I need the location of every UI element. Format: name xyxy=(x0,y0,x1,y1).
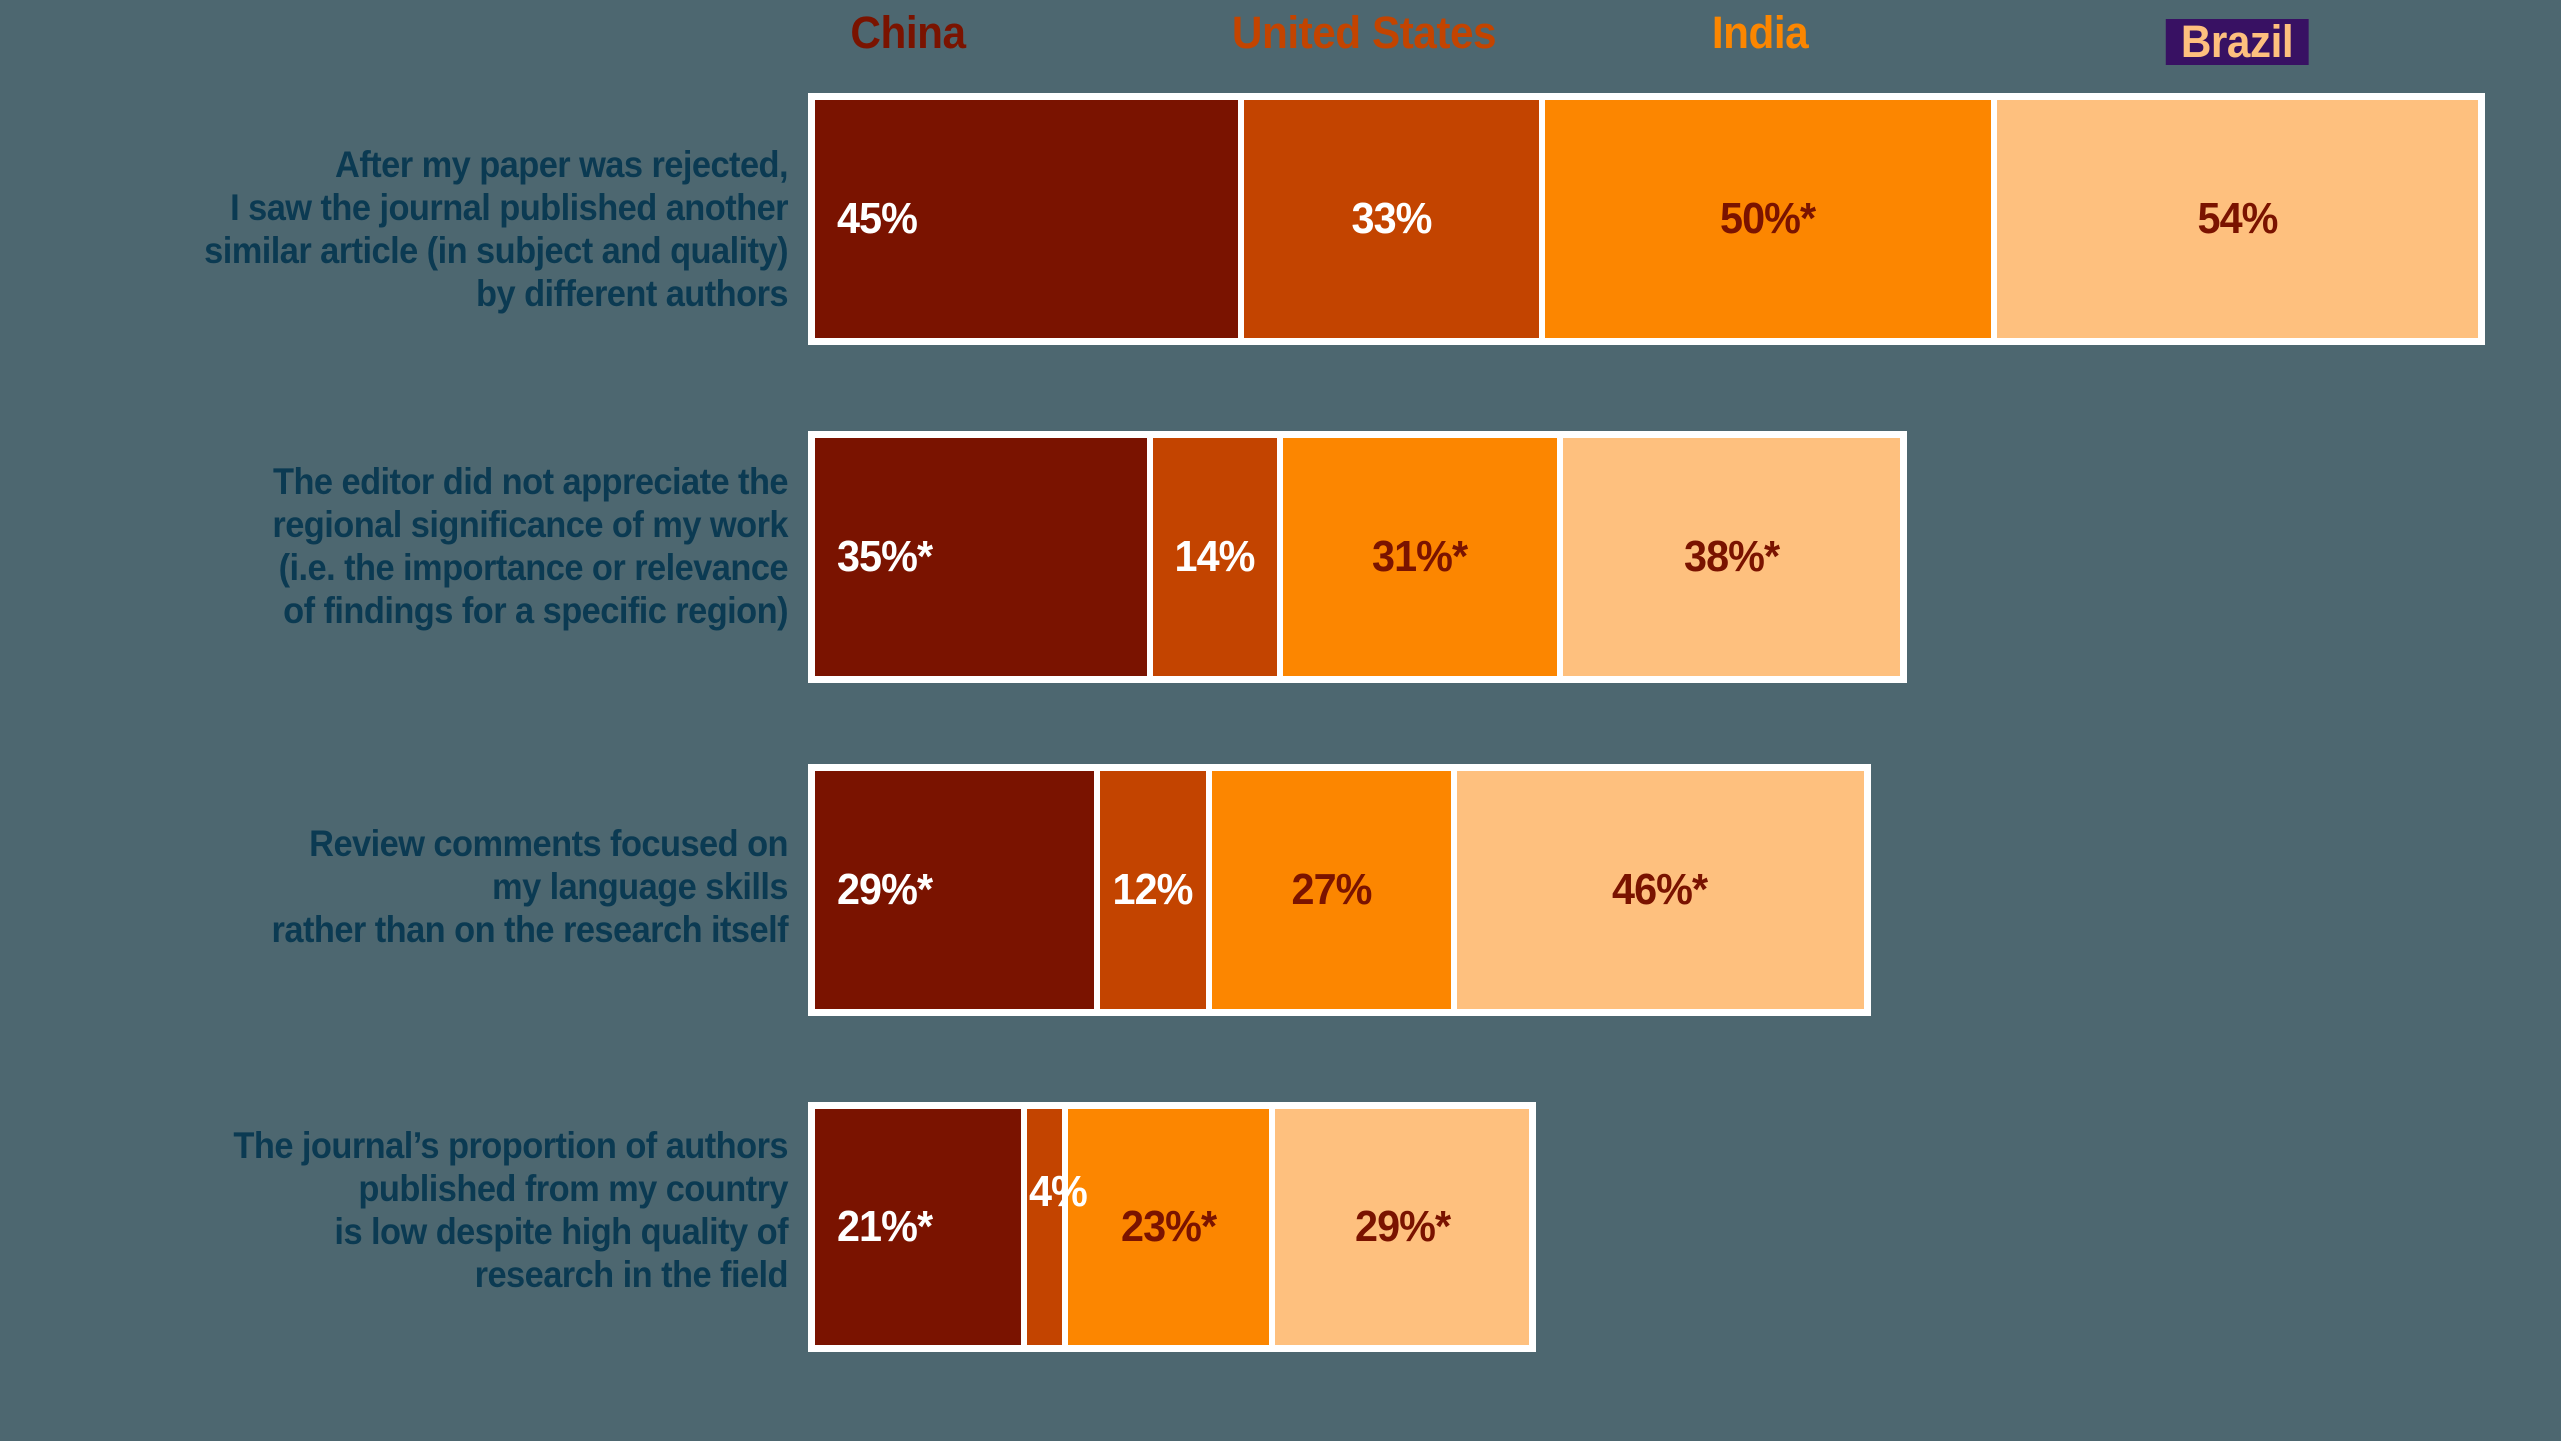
bar-segment-brazil: 46%* xyxy=(1456,771,1864,1009)
bar-segment-united-states: 12% xyxy=(1099,771,1206,1009)
question-line: After my paper was rejected, xyxy=(335,144,788,185)
value-label: 4% xyxy=(1028,1167,1088,1216)
value-label: 21%* xyxy=(837,1202,933,1251)
legend-item-china: China xyxy=(850,7,966,58)
question-line: (i.e. the importance or relevance xyxy=(278,547,789,588)
value-label: 27% xyxy=(1291,865,1372,914)
question-line: I saw the journal published another xyxy=(230,187,789,228)
value-label: 35%* xyxy=(837,532,933,581)
question-label-3: Review comments focused on my language s… xyxy=(55,822,789,951)
question-line: The journal’s proportion of authors xyxy=(233,1125,789,1166)
legend-item-united-states: United States xyxy=(1231,7,1497,58)
question-line: similar article (in subject and quality) xyxy=(204,230,789,271)
value-label: 12% xyxy=(1112,865,1194,914)
value-label: 33% xyxy=(1351,194,1433,243)
bar-segment-india: 50%* xyxy=(1544,100,1991,338)
question-line: Review comments focused on xyxy=(309,823,788,864)
question-label-4: The journal’s proportion of authors publ… xyxy=(55,1124,788,1296)
bar-segment-united-states: 4% xyxy=(1026,1109,1088,1345)
value-label: 54% xyxy=(2197,194,2278,243)
value-label: 46%* xyxy=(1612,865,1708,914)
bar-segment-china: 35%* xyxy=(815,438,1147,676)
bar-segment-brazil: 29%* xyxy=(1275,1109,1530,1345)
bar-segment-china: 45% xyxy=(815,100,1239,338)
value-label: 29%* xyxy=(1354,1202,1451,1251)
bar-row-4: 21%* 4% 23%* 29%* xyxy=(808,1102,1537,1352)
value-label: 29%* xyxy=(837,865,933,914)
question-line: by different authors xyxy=(476,273,789,314)
question-line: rather than on the research itself xyxy=(271,909,789,950)
question-label-1: After my paper was rejected, I saw the j… xyxy=(55,143,788,315)
bar-segment-brazil: 38%* xyxy=(1563,438,1900,676)
question-line: regional significance of my work xyxy=(272,504,788,545)
question-label-2: The editor did not appreciate the region… xyxy=(55,460,788,632)
bar-segment-united-states: 14% xyxy=(1152,438,1277,676)
question-line: The editor did not appreciate the xyxy=(272,461,789,502)
bar-row-3: 29%* 12% 27% 46%* xyxy=(808,764,1871,1016)
bar-segment-india: 23%* xyxy=(1067,1109,1270,1345)
bar-segment-united-states: 33% xyxy=(1244,100,1539,338)
question-line: is low despite high quality of xyxy=(334,1211,788,1252)
bar-segment-india: 31%* xyxy=(1282,438,1558,676)
bar-segment-brazil: 54% xyxy=(1996,100,2479,338)
bar-row-1: 45% 33% 50%* 54% xyxy=(808,93,2486,345)
value-label: 38%* xyxy=(1683,532,1780,581)
value-label: 23%* xyxy=(1120,1202,1217,1251)
bar-segment-china: 21%* xyxy=(815,1109,1021,1345)
legend-item-india: India xyxy=(1711,7,1809,58)
legend-item-brazil-highlighted: Brazil xyxy=(2165,19,2309,65)
bar-segment-china: 29%* xyxy=(815,771,1094,1009)
value-label: 45% xyxy=(837,194,918,243)
bar-segment-india: 27% xyxy=(1211,771,1451,1009)
value-label: 14% xyxy=(1174,532,1256,581)
question-line: published from my country xyxy=(358,1168,788,1209)
question-line: research in the field xyxy=(474,1254,789,1295)
value-label: 31%* xyxy=(1372,532,1468,581)
bar-row-2: 35%* 14% 31%* 38%* xyxy=(808,431,1907,683)
question-line: of findings for a specific region) xyxy=(283,590,788,631)
value-label: 50%* xyxy=(1720,194,1816,243)
question-line: my language skills xyxy=(492,866,789,907)
